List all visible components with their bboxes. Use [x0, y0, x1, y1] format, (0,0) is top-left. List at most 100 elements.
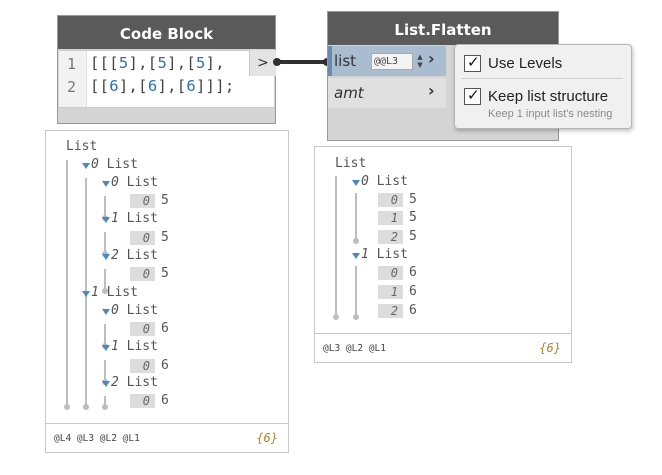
expand-arrow-icon[interactable] — [102, 254, 110, 260]
code-line-2[interactable]: [[6],[6],[6]]]; — [90, 77, 235, 95]
chevron-right-icon[interactable]: › — [428, 49, 435, 68]
item-index: 0 — [130, 267, 155, 281]
tree-node-label: 0 List — [111, 175, 158, 190]
item-value: 5 — [161, 230, 169, 245]
item-index: 0 — [130, 394, 155, 408]
expand-arrow-icon[interactable] — [102, 181, 110, 187]
tree-node-label: 2 List — [111, 375, 158, 390]
tree-root-label: List — [66, 139, 98, 154]
code-number: 6 — [109, 77, 119, 95]
tree-guide — [355, 193, 357, 240]
tree-guide-end — [353, 238, 359, 244]
code-block-node[interactable]: Code Block 1 2 [[[5],[5],[5], [[6],[6],[… — [57, 15, 276, 124]
expand-arrow-icon[interactable] — [102, 217, 110, 223]
item-index: 2 — [378, 304, 403, 318]
code-token: ],[ — [167, 54, 196, 72]
tree-guide — [66, 160, 68, 406]
code-block-title[interactable]: Code Block — [58, 16, 275, 49]
port-label-amt: amt — [334, 84, 364, 102]
tree-root-label: List — [335, 156, 367, 171]
code-number: 6 — [186, 77, 196, 95]
use-levels-checkbox[interactable]: ✓ — [464, 53, 481, 72]
expand-arrow-icon[interactable] — [102, 381, 110, 387]
item-count: {6} — [256, 431, 278, 445]
connector-wire[interactable] — [276, 60, 328, 64]
code-editor[interactable]: 1 2 [[[5],[5],[5], [[6],[6],[6]]]; — [59, 50, 274, 108]
code-number: 5 — [118, 54, 129, 72]
item-count: {6} — [539, 341, 561, 355]
item-value: 5 — [409, 210, 417, 225]
keep-structure-checkbox[interactable]: ✓ — [464, 86, 481, 105]
item-index: 0 — [378, 266, 403, 280]
keep-structure-hint: Keep 1 input list's nesting — [488, 108, 613, 120]
code-number: 6 — [147, 77, 158, 95]
item-index: 1 — [378, 285, 403, 299]
tree-guide — [355, 266, 357, 316]
code-token: ],[ — [157, 77, 187, 95]
tree-node-label: 1 List — [111, 339, 158, 354]
checkmark-icon: ✓ — [467, 53, 480, 71]
code-token: ], — [205, 54, 225, 72]
level-selector[interactable]: @@L3 — [371, 53, 413, 70]
item-value: 6 — [409, 303, 417, 318]
tree-node-label: 1 List — [361, 247, 408, 262]
tree-guide-end — [102, 288, 108, 294]
expand-arrow-icon[interactable] — [352, 180, 360, 186]
list-flatten-preview[interactable]: List 0 List 0 5 1 5 2 5 1 List 0 6 1 6 2… — [314, 146, 572, 363]
level-spinner-icon[interactable]: ▲ ▼ — [417, 53, 423, 69]
item-index: 0 — [130, 194, 155, 208]
code-token: [[[ — [90, 54, 119, 72]
output-port[interactable]: > — [249, 50, 276, 76]
code-token: [[ — [90, 77, 110, 95]
code-token: ]]]; — [196, 77, 235, 95]
expand-arrow-icon[interactable] — [102, 345, 110, 351]
list-levels: @L3 @L2 @L1 — [323, 343, 386, 354]
tree-guide — [104, 360, 106, 382]
item-index: 0 — [378, 193, 403, 207]
item-index: 0 — [130, 359, 155, 373]
item-value: 6 — [161, 321, 169, 336]
tree-guide — [104, 324, 106, 346]
code-token: ],[ — [128, 54, 158, 72]
tree-guide-end — [333, 314, 339, 320]
tree-node-label: 2 List — [111, 248, 158, 263]
input-port-list[interactable]: list @@L3 ▲ ▼ › — [328, 46, 446, 76]
tree-guide — [335, 176, 337, 316]
code-number: 5 — [157, 54, 168, 72]
input-port-amt[interactable]: amt › — [328, 78, 446, 108]
port-highlight-bar — [328, 46, 332, 76]
tree-node-label: 0 List — [91, 157, 138, 172]
tree-node-label: 1 List — [111, 211, 158, 226]
checkmark-icon: ✓ — [467, 86, 480, 104]
list-flatten-title[interactable]: List.Flatten — [328, 12, 558, 45]
line-number: 1 — [67, 55, 77, 73]
line-gutter: 1 2 — [59, 51, 87, 107]
item-value: 5 — [409, 229, 417, 244]
preview-footer: @L4 @L3 @L2 @L1 {6} — [46, 423, 288, 452]
code-line-1[interactable]: [[[5],[5],[5], — [90, 54, 225, 72]
item-value: 5 — [409, 192, 417, 207]
expand-arrow-icon[interactable] — [352, 253, 360, 259]
wire-start-dot — [273, 58, 281, 66]
expand-arrow-icon[interactable] — [102, 309, 110, 315]
code-block-preview[interactable]: List 0 List 0 List 0 5 1 List 0 5 2 List… — [45, 130, 289, 453]
keep-structure-label[interactable]: Keep list structure — [488, 88, 609, 105]
item-value: 6 — [161, 393, 169, 408]
item-value: 6 — [409, 284, 417, 299]
preview-footer: @L3 @L2 @L1 {6} — [315, 333, 571, 362]
popup-divider — [461, 78, 623, 79]
item-value: 5 — [161, 266, 169, 281]
code-token: ],[ — [118, 77, 148, 95]
chevron-right-icon[interactable]: › — [428, 81, 435, 100]
list-levels: @L4 @L3 @L2 @L1 — [54, 433, 140, 444]
use-levels-label[interactable]: Use Levels — [488, 55, 563, 72]
expand-arrow-icon[interactable] — [82, 291, 90, 297]
tree-node-label: 1 List — [91, 285, 138, 300]
list-level-popup: ✓ Use Levels ✓ Keep list structure Keep … — [454, 44, 632, 129]
item-value: 6 — [409, 265, 417, 280]
item-index: 0 — [130, 231, 155, 245]
expand-arrow-icon[interactable] — [82, 163, 90, 169]
code-number: 5 — [196, 54, 206, 72]
tree-guide — [104, 269, 106, 291]
line-number: 2 — [67, 78, 77, 96]
